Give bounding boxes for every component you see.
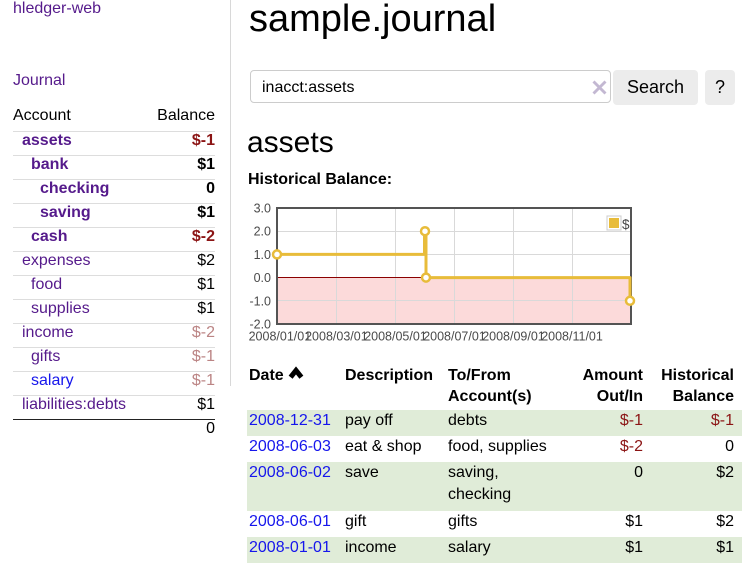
svg-text:1.0: 1.0 (254, 248, 271, 262)
svg-text:2008/07/01: 2008/07/01 (423, 329, 486, 343)
svg-text:0.0: 0.0 (254, 271, 271, 285)
svg-text:2008/09/01: 2008/09/01 (482, 329, 545, 343)
svg-text:3.0: 3.0 (254, 202, 271, 216)
svg-text:$: $ (622, 217, 630, 232)
svg-text:2008/03/01: 2008/03/01 (305, 329, 368, 343)
svg-text:2008/01/01: 2008/01/01 (249, 329, 312, 343)
svg-text:2008/05/01: 2008/05/01 (364, 329, 427, 343)
svg-text:2.0: 2.0 (254, 225, 271, 239)
svg-text:-1.0: -1.0 (249, 294, 271, 308)
svg-text:2008/11/01: 2008/11/01 (541, 329, 603, 343)
svg-text:-2.0: -2.0 (249, 318, 271, 332)
